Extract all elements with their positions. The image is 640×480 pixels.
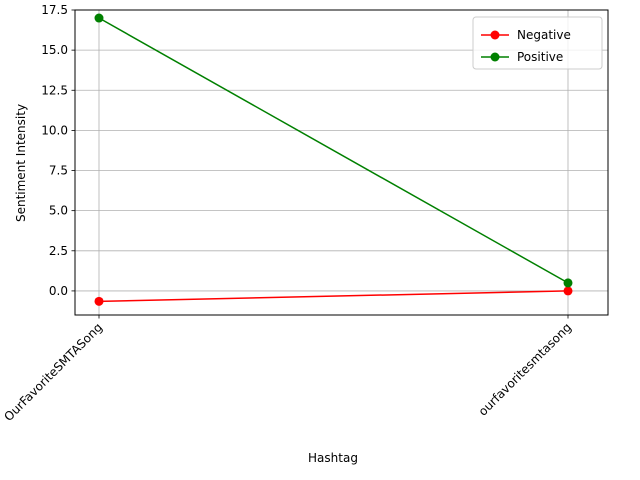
legend-item: Negative	[481, 28, 571, 42]
y-tick-label: 15.0	[41, 43, 68, 57]
grid-lines	[75, 9, 608, 315]
x-tick-label: OurFavoriteSMTASong	[1, 320, 105, 424]
y-axis-ticks: 0.0 2.5 5.0 7.5 10.0 12.5 15.0 17.5	[41, 3, 75, 298]
y-tick-label: 0.0	[49, 284, 68, 298]
series-layer	[94, 13, 573, 306]
y-tick-label: 2.5	[49, 244, 68, 258]
y-axis-title: Sentiment Intensity	[14, 104, 28, 222]
y-tick-label: 5.0	[49, 204, 68, 218]
y-tick-label: 10.0	[41, 123, 68, 137]
y-tick-label: 7.5	[49, 164, 68, 178]
plot-frame	[74, 9, 609, 316]
series-line	[98, 17, 569, 284]
legend-box	[472, 16, 603, 70]
data-point	[94, 296, 104, 306]
series-positive	[94, 13, 573, 288]
legend: Negative Positive	[472, 16, 603, 70]
data-point	[94, 13, 104, 23]
legend-item: Positive	[481, 50, 563, 64]
series-line	[98, 290, 569, 303]
series-negative	[94, 286, 573, 306]
legend-label: Negative	[517, 28, 571, 42]
x-axis-ticks: OurFavoriteSMTASong ourfavoritesmtasong	[1, 315, 574, 424]
legend-label: Positive	[517, 50, 563, 64]
y-tick-label: 12.5	[41, 83, 68, 97]
data-point	[563, 278, 573, 288]
x-tick-label: ourfavoritesmtasong	[476, 320, 574, 418]
x-axis-title: Hashtag	[308, 451, 358, 465]
legend-marker	[490, 30, 500, 40]
y-tick-label: 17.5	[41, 3, 68, 17]
data-point	[563, 286, 573, 296]
legend-marker	[490, 52, 500, 62]
